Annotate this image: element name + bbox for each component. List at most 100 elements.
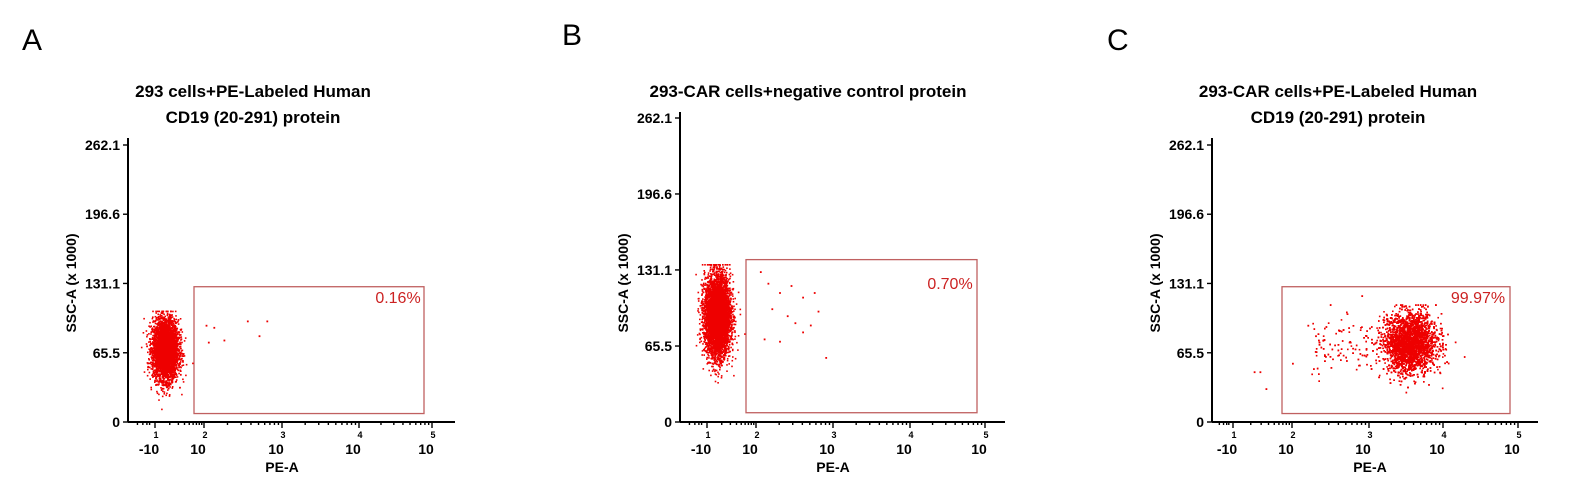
- scatter-point: [185, 363, 188, 366]
- scatter-point: [166, 319, 169, 322]
- scatter-point: [157, 361, 159, 363]
- scatter-point: [714, 380, 717, 383]
- scatter-point: [180, 366, 182, 369]
- scatter-point: [159, 373, 162, 375]
- scatter-point: [164, 373, 166, 376]
- scatter-point: [169, 379, 171, 381]
- scatter-point: [164, 320, 166, 323]
- scatter-point: [157, 346, 159, 349]
- scatter-point: [167, 370, 169, 373]
- scatter-point: [169, 331, 171, 334]
- scatter-point: [160, 357, 163, 360]
- scatter-point: [161, 369, 164, 372]
- scatter-point: [149, 366, 151, 369]
- scatter-point: [151, 358, 153, 360]
- scatter-point: [167, 356, 170, 358]
- scatter-point: [173, 346, 175, 349]
- scatter-point: [157, 375, 159, 377]
- scatter-point: [173, 355, 175, 358]
- scatter-point: [169, 372, 171, 374]
- scatter-point: [157, 384, 160, 386]
- scatter-point: [159, 327, 162, 329]
- scatter-point: [171, 362, 174, 364]
- scatter-point: [169, 368, 172, 371]
- scatter-point: [180, 329, 182, 331]
- scatter-point: [171, 366, 174, 368]
- scatter-point: [166, 331, 169, 334]
- scatter-point: [155, 346, 158, 349]
- scatter-point: [164, 359, 167, 362]
- scatter-point: [164, 345, 166, 348]
- scatter-point: [162, 384, 164, 386]
- scatter-point: [153, 365, 156, 368]
- scatter-point: [165, 394, 167, 397]
- scatter-point: [158, 358, 161, 361]
- scatter-point: [175, 355, 178, 358]
- scatter-point: [157, 344, 159, 347]
- scatter-point: [161, 373, 164, 376]
- scatter-point: [157, 362, 160, 364]
- scatter-point: [719, 366, 721, 369]
- scatter-point: [175, 363, 178, 366]
- scatter-point: [246, 320, 249, 323]
- scatter-point: [173, 337, 175, 339]
- scatter-point: [181, 364, 183, 367]
- scatter-point: [164, 369, 166, 371]
- scatter-point: [174, 367, 176, 369]
- scatter-point: [157, 322, 159, 325]
- scatter-point: [165, 383, 168, 386]
- scatter-point: [155, 312, 157, 314]
- scatter-point: [156, 362, 159, 364]
- scatter-point: [150, 351, 153, 354]
- scatter-point: [162, 338, 164, 341]
- scatter-point: [165, 382, 167, 384]
- scatter-point: [720, 349, 723, 352]
- scatter-point: [166, 335, 168, 337]
- scatter-point: [166, 321, 168, 324]
- scatter-point: [207, 341, 210, 344]
- scatter-point: [169, 386, 171, 388]
- scatter-point: [152, 367, 154, 369]
- scatter-point: [161, 342, 164, 345]
- scatter-point: [163, 366, 165, 369]
- scatter-point: [153, 355, 155, 357]
- scatter-point: [174, 353, 177, 356]
- scatter-point: [150, 386, 152, 389]
- scatter-point: [170, 329, 172, 332]
- scatter-point: [174, 330, 176, 332]
- scatter-point: [149, 349, 152, 351]
- scatter-point: [151, 354, 154, 356]
- scatter-point: [165, 323, 168, 326]
- scatter-point: [155, 373, 157, 376]
- scatter-point: [148, 371, 151, 374]
- scatter-point: [158, 338, 160, 341]
- scatter-point: [166, 325, 169, 327]
- scatter-point: [174, 381, 177, 383]
- chart-title-line: CD19 (20-291) protein: [166, 108, 341, 127]
- scatter-point: [157, 329, 160, 331]
- scatter-point: [171, 321, 174, 324]
- scatter-point: [158, 381, 160, 383]
- scatter-point: [171, 323, 173, 325]
- scatter-point: [170, 371, 173, 373]
- scatter-point: [178, 348, 180, 351]
- scatter-point: [153, 320, 156, 323]
- scatter-point: [166, 349, 168, 351]
- scatter-point: [162, 350, 164, 353]
- scatter-point: [168, 313, 171, 316]
- scatter-point: [165, 381, 168, 383]
- scatter-point: [155, 334, 158, 337]
- scatter-point: [174, 345, 176, 348]
- scatter-point: [175, 344, 177, 347]
- scatter-point: [175, 376, 177, 378]
- scatter-point: [172, 333, 175, 336]
- scatter-point: [172, 377, 175, 379]
- scatter-point: [149, 338, 151, 340]
- gate-percent-label: 0.16%: [375, 290, 420, 307]
- scatter-point: [158, 327, 161, 329]
- scatter-point: [164, 335, 167, 337]
- scatter-point: [155, 366, 158, 369]
- scatter-point: [154, 339, 156, 341]
- scatter-point: [177, 331, 180, 333]
